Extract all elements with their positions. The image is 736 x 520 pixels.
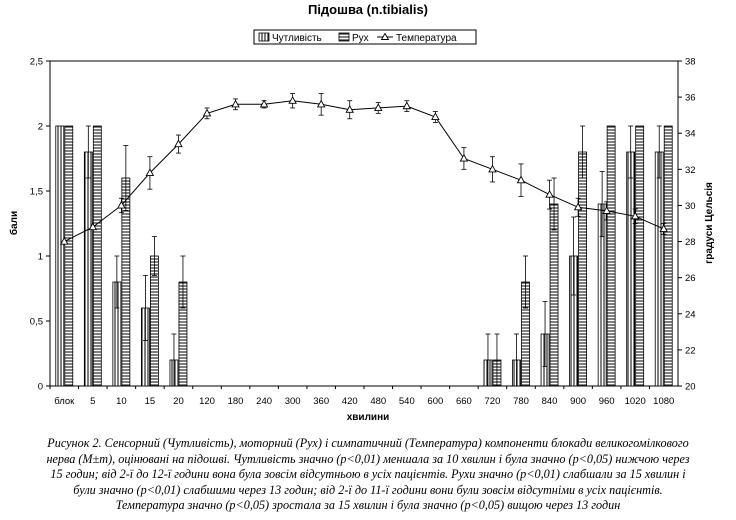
x-tick-label: 480 xyxy=(370,396,386,407)
y2-tick-label: 28 xyxy=(685,237,696,248)
x-tick-label: 1020 xyxy=(625,396,646,407)
legend-box xyxy=(253,29,477,45)
temperature-point xyxy=(202,108,212,117)
temperature-point xyxy=(374,103,383,111)
legend-label-temperature: Температура xyxy=(396,33,457,44)
legend-swatch-motion xyxy=(338,32,350,42)
bar-sensitivity xyxy=(626,151,636,387)
y2-tick-label: 34 xyxy=(685,129,696,140)
x-tick-label: 120 xyxy=(199,396,215,407)
x-tick-label: блок xyxy=(54,396,75,407)
temperature-point xyxy=(545,189,554,198)
chart-title: Підошва (n.tibialis) xyxy=(308,2,428,17)
bar-motion xyxy=(549,203,559,387)
temperature-point xyxy=(402,101,412,110)
temperature-point xyxy=(117,200,126,209)
temperature-point xyxy=(431,112,440,121)
x-tick-label: 600 xyxy=(427,396,443,407)
caption-line: 15 годин; від 2-ї до 12-ї години вона бу… xyxy=(50,467,686,481)
axes xyxy=(46,60,682,389)
bar-motion xyxy=(606,125,616,387)
x-tick-label: 1080 xyxy=(653,396,674,407)
y2-tick-label: 30 xyxy=(685,201,696,212)
x-tick-label: 15 xyxy=(145,396,156,407)
bar-sensitivity xyxy=(654,151,664,387)
chart: Підошва (n.tibialis) Чутливість Рух Темп… xyxy=(8,2,715,423)
bar-sensitivity xyxy=(83,151,93,387)
y-tick-label: 2,5 xyxy=(30,57,43,68)
bar-motion xyxy=(635,125,645,387)
caption-line: нерва (M±m), оцінювані на підошві. Чутли… xyxy=(46,451,690,466)
temperature-point xyxy=(231,99,240,108)
y-tick-label: 0 xyxy=(38,382,43,393)
x-tick-label: 300 xyxy=(285,396,301,407)
caption-line: були значно (p<0,01) слабшими через 13 г… xyxy=(73,482,663,497)
temperature-point xyxy=(573,202,583,211)
x-tick-label: 780 xyxy=(513,396,529,407)
y2-tick-label: 36 xyxy=(685,93,696,104)
y2-tick-label: 32 xyxy=(685,165,696,176)
y2-tick-label: 38 xyxy=(685,57,696,68)
bar-motion xyxy=(92,125,102,387)
y-tick-label: 1,5 xyxy=(30,187,43,198)
bar-motion xyxy=(64,125,74,387)
temperature-point xyxy=(602,206,611,214)
y2-tick-label: 26 xyxy=(685,273,696,284)
temperature-point xyxy=(145,168,155,176)
figure-caption: Рисунок 2. Сенсорний (Чутливість), мотор… xyxy=(6,436,730,514)
tick-labels: 0 0,5 1 1,5 2 2,5 20 22 24 26 28 30 32 34 36 38 блок 5 10 1… xyxy=(30,57,696,408)
y2-tick-label: 24 xyxy=(685,309,696,320)
y-axis-label: бали xyxy=(8,211,20,235)
x-tick-label: 360 xyxy=(313,396,329,407)
bar-sensitivity xyxy=(55,125,65,387)
x-tick-label: 240 xyxy=(256,396,272,407)
caption-line: Рисунок 2. Сенсорний (Чутливість), мотор… xyxy=(47,436,689,450)
legend-label-motion: Рух xyxy=(352,33,369,44)
temperature-series-line xyxy=(64,100,664,243)
temperature-point xyxy=(516,175,526,184)
temperature-point xyxy=(259,99,269,108)
x-tick-label: 180 xyxy=(228,396,244,407)
x-tick-label: 660 xyxy=(456,396,472,407)
legend-marker-temperature xyxy=(380,32,390,40)
temperature-point xyxy=(316,99,326,108)
x-tick-label: 5 xyxy=(90,396,95,407)
temperature-point xyxy=(488,164,497,173)
x-tick-label: 420 xyxy=(342,396,358,407)
error-bars xyxy=(85,125,662,387)
temperature-point xyxy=(345,105,354,113)
x-tick-label: 900 xyxy=(570,396,586,407)
x-tick-label: 720 xyxy=(485,396,501,407)
legend: Чутливість Рух Температура xyxy=(253,29,477,45)
y2-tick-label: 22 xyxy=(685,345,696,356)
temperature-point xyxy=(88,222,98,231)
x-axis-label: хвилини xyxy=(347,412,390,423)
bar-motion xyxy=(578,151,587,387)
y2-axis-label: градуси Цельсія xyxy=(704,182,715,264)
x-tick-label: 960 xyxy=(599,396,615,407)
temperature-point xyxy=(174,139,183,148)
y-tick-label: 0,5 xyxy=(30,317,43,328)
bars xyxy=(55,125,673,387)
temperature-point xyxy=(659,224,668,232)
legend-swatch-sensitivity xyxy=(258,32,270,42)
x-tick-label: 10 xyxy=(116,396,127,407)
caption-line: Температура значно (p<0,05) зростала за … xyxy=(115,498,621,512)
y2-tick-label: 20 xyxy=(685,382,696,393)
x-tick-label: 20 xyxy=(173,396,184,407)
temperature-point xyxy=(60,236,69,245)
temperature-line xyxy=(60,93,668,245)
bar-motion xyxy=(663,125,673,387)
legend-label-sensitivity: Чутливість xyxy=(272,33,322,44)
y-tick-label: 1 xyxy=(38,252,43,263)
temperature-point xyxy=(630,211,640,220)
x-tick-label: 840 xyxy=(542,396,558,407)
y-tick-label: 2 xyxy=(38,122,43,133)
temperature-point xyxy=(288,95,297,104)
x-tick-label: 540 xyxy=(399,396,415,407)
temperature-point xyxy=(459,153,469,162)
